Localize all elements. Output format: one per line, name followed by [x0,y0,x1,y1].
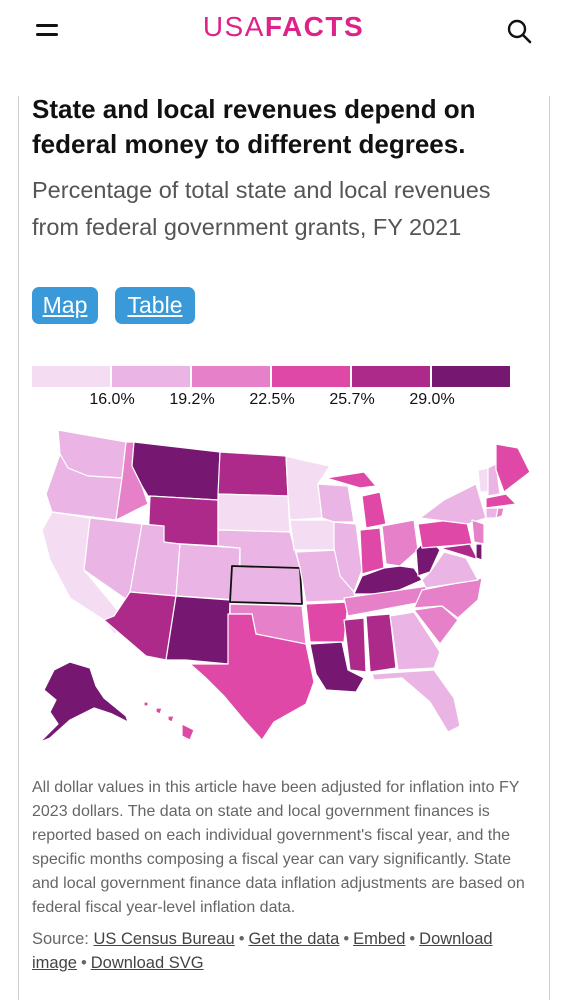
table-view-button[interactable]: Table [115,287,195,324]
map-view-button[interactable]: Map [32,287,98,324]
legend-tick-label: 16.0% [89,391,135,408]
download-image-link[interactable]: Download image [32,930,493,972]
state-ak[interactable] [39,661,129,743]
state-md[interactable] [439,543,479,561]
logo-text-facts: FACTS [264,11,365,42]
state-nj[interactable] [471,519,485,545]
state-nm[interactable] [165,595,231,665]
legend-swatch [112,366,190,387]
state-ga[interactable] [389,611,441,671]
state-ms[interactable] [343,617,367,673]
separator-dot: • [343,930,350,948]
source-line: Source: US Census Bureau • Get the data • Em… [32,927,542,975]
chart-subtitle: Percentage of total state and local reve… [32,177,491,240]
legend-swatch [432,366,510,387]
state-nd[interactable] [217,451,289,497]
legend-tick-label: 22.5% [249,391,295,408]
legend-swatch [192,366,270,387]
top-navigation-bar: USAFACTS [0,0,567,62]
state-sd[interactable] [217,493,291,533]
state-mt[interactable] [131,441,221,501]
state-ma[interactable] [485,493,517,509]
legend-tick-label: 25.7% [329,391,375,408]
state-al[interactable] [365,613,397,673]
logo-text-usa: USA [202,11,265,42]
state-ks[interactable] [229,565,303,605]
state-il[interactable] [333,521,363,593]
state-sc[interactable] [413,605,459,645]
state-de[interactable] [475,543,483,561]
state-oh[interactable] [381,519,419,567]
color-legend [32,366,512,387]
legend-swatch [32,366,110,387]
separator-dot: • [238,930,245,948]
embed-link[interactable]: Embed [353,930,406,948]
state-tx[interactable] [189,613,315,741]
state-az[interactable] [103,591,177,661]
state-mi[interactable] [325,471,387,529]
separator-dot: • [80,954,87,972]
us-states-map [39,429,531,743]
usafacts-logo[interactable]: USAFACTS [0,11,567,43]
state-hi[interactable] [143,701,195,741]
legend-tick-label: 19.2% [169,391,215,408]
download-svg-link[interactable]: Download SVG [90,954,204,972]
state-ar[interactable] [305,601,349,643]
legend-swatch [352,366,430,387]
state-wi[interactable] [317,483,355,523]
state-nc[interactable] [413,577,483,619]
get-the-data-link[interactable]: Get the data [248,930,340,948]
state-in[interactable] [359,527,385,575]
state-ia[interactable] [289,519,341,551]
state-fl[interactable] [371,669,461,733]
separator-dot: • [409,930,416,948]
state-va[interactable] [421,551,479,589]
source-label: Source: [32,930,89,948]
state-ny[interactable] [419,483,487,525]
legend-tick-label: 29.0% [409,391,455,408]
inflation-footnote: All dollar values in this article have b… [32,779,525,916]
state-ri[interactable] [495,507,505,519]
state-vt[interactable] [477,467,489,493]
legend-swatch [272,366,350,387]
search-icon[interactable] [505,17,533,45]
source-link-us-census-bureau[interactable]: US Census Bureau [93,930,235,948]
state-la[interactable] [309,641,365,693]
hamburger-menu-icon[interactable] [36,22,58,38]
state-me[interactable] [495,443,531,493]
chart-title: State and local revenues depend on feder… [32,94,476,159]
